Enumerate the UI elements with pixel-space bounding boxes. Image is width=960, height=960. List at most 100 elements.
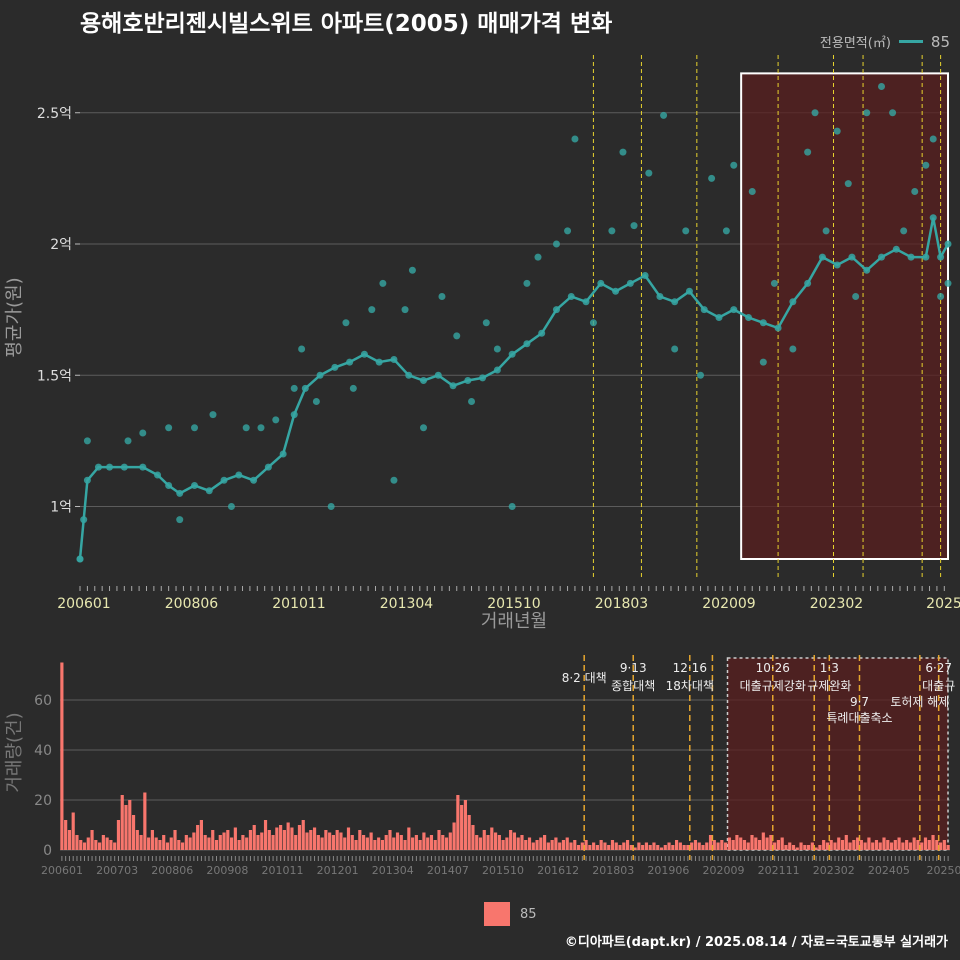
scatter-point xyxy=(493,345,501,353)
x-tick-label: 200601 xyxy=(41,864,83,877)
volume-bar xyxy=(803,845,807,850)
volume-bar xyxy=(279,825,283,850)
volume-bar xyxy=(871,842,875,850)
volume-bar xyxy=(335,830,339,850)
volume-bar xyxy=(814,847,818,850)
y-tick-label: 40 xyxy=(34,743,52,759)
y-tick-label: 2.5억 xyxy=(37,106,72,122)
volume-bar xyxy=(275,827,279,850)
volume-bar xyxy=(693,840,698,850)
x-tick-label: 201510 xyxy=(487,596,540,612)
volume-bar xyxy=(316,835,320,850)
volume-bar xyxy=(297,825,302,850)
x-tick-label: 2025 xyxy=(926,596,960,612)
volume-bar xyxy=(241,835,245,850)
volume-bar xyxy=(610,840,615,850)
volume-bar xyxy=(86,837,90,850)
volume-bar xyxy=(837,837,841,850)
policy-label: 10·26 xyxy=(756,661,790,675)
volume-bar xyxy=(595,845,599,850)
volume-bar xyxy=(659,847,664,850)
scatter-point xyxy=(453,332,461,340)
scatter-point xyxy=(833,127,841,135)
y-tick-label: 60 xyxy=(34,693,52,709)
volume-bar xyxy=(859,840,863,850)
scatter-point xyxy=(722,227,730,235)
scatter-point xyxy=(748,188,756,195)
volume-bar xyxy=(550,840,554,850)
x-tick-label: 200806 xyxy=(165,596,219,612)
scatter-point xyxy=(571,135,579,143)
volume-bar xyxy=(165,842,170,850)
volume-bar xyxy=(177,840,181,850)
scatter-point xyxy=(401,306,409,314)
scatter-point xyxy=(534,253,542,261)
volume-bar xyxy=(399,835,403,850)
price-line xyxy=(78,217,950,560)
volume-bar xyxy=(131,815,136,850)
x-tick-label: 201011 xyxy=(262,864,304,877)
volume-bar xyxy=(101,835,105,850)
volume-bar xyxy=(380,840,385,850)
volume-bar xyxy=(290,827,294,850)
legend-bottom: 85 xyxy=(484,902,537,926)
scatter-point xyxy=(619,148,627,156)
volume-bar xyxy=(648,845,652,850)
x-tick-label: 202111 xyxy=(758,864,800,877)
volume-bar xyxy=(226,830,230,850)
volume-bar xyxy=(490,827,494,850)
volume-bar xyxy=(135,830,139,850)
volume-bar xyxy=(324,830,328,850)
volume-bar xyxy=(509,830,513,850)
volume-bar xyxy=(580,842,584,850)
scatter-point xyxy=(523,279,531,287)
volume-bar xyxy=(644,842,649,850)
volume-bar xyxy=(754,837,758,850)
volume-bar xyxy=(901,842,905,850)
volume-bar xyxy=(139,835,143,850)
scatter-point xyxy=(552,240,560,248)
volume-bar xyxy=(267,830,271,850)
volume-bar xyxy=(328,832,332,850)
volume-bar xyxy=(584,840,588,850)
volume-bar xyxy=(942,840,946,850)
volume-bar xyxy=(833,842,837,850)
volume-bar xyxy=(407,827,411,850)
x-tick-label: 202009 xyxy=(703,864,745,877)
volume-bar xyxy=(207,837,211,850)
volume-bar xyxy=(938,842,943,850)
volume-bar xyxy=(158,840,162,850)
volume-bar xyxy=(576,845,581,850)
scatter-point xyxy=(564,227,572,235)
x-tick-label: 201304 xyxy=(372,864,414,877)
volume-bar xyxy=(147,837,151,850)
volume-bar xyxy=(109,840,113,850)
volume-bar xyxy=(573,840,577,850)
volume-bar xyxy=(233,827,237,850)
volume-bar xyxy=(361,835,366,850)
volume-bar xyxy=(818,845,822,850)
volume-bar xyxy=(452,822,456,850)
policy-label: 1·3 xyxy=(820,661,839,675)
volume-bar xyxy=(98,842,102,850)
scatter-point xyxy=(730,161,738,169)
x-tick-label: 200806 xyxy=(151,864,193,877)
volume-bar xyxy=(384,835,388,850)
scatter-point xyxy=(708,174,716,182)
volume-bar xyxy=(780,837,784,850)
scatter-point xyxy=(349,384,357,392)
price-chart: 1억 1.5억 2억 2.5억 200601 200806 201011 201304 2015… xyxy=(4,55,960,632)
volume-bar xyxy=(776,840,780,850)
volume-bar xyxy=(437,830,441,850)
volume-bar xyxy=(256,835,260,850)
volume-bar xyxy=(282,830,286,850)
volume-bar xyxy=(403,840,407,850)
x-tick-label: 201612 xyxy=(537,864,579,877)
volume-bar xyxy=(237,840,241,850)
policy-label: 6·27 xyxy=(925,661,952,675)
x-tick-label: 20250 xyxy=(927,864,960,877)
volume-bar xyxy=(527,837,532,850)
volume-bar xyxy=(309,830,313,850)
scatter-point xyxy=(929,135,937,143)
scatter-point xyxy=(390,476,398,484)
